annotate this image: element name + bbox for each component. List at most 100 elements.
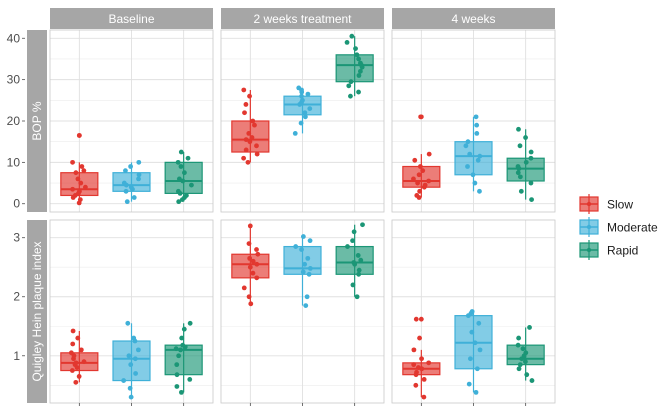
- data-point: [300, 234, 306, 239]
- data-point: [247, 255, 253, 261]
- data-point: [69, 368, 75, 373]
- data-point: [247, 93, 252, 99]
- legend-label: Slow: [607, 198, 633, 212]
- data-point: [254, 151, 260, 157]
- data-point: [292, 131, 298, 136]
- data-point: [356, 73, 362, 78]
- outlier-point: [418, 316, 424, 322]
- data-point: [411, 176, 416, 182]
- data-point: [176, 176, 182, 182]
- data-point: [179, 335, 185, 341]
- legend-label: Moderate: [607, 221, 658, 235]
- data-point: [132, 356, 138, 362]
- data-point: [523, 159, 529, 165]
- data-point: [246, 131, 252, 136]
- data-point: [415, 365, 421, 370]
- data-point: [346, 83, 352, 89]
- y-axis-label: Quigley Hein plaque index: [30, 241, 44, 381]
- facet-strip: [50, 8, 213, 29]
- data-point: [358, 257, 364, 263]
- data-point: [529, 197, 534, 202]
- data-point: [174, 362, 180, 368]
- data-point: [415, 180, 421, 186]
- data-point: [469, 329, 475, 335]
- legend-item: Slow: [579, 194, 633, 214]
- data-point: [357, 68, 363, 74]
- data-point: [174, 372, 180, 378]
- data-point: [136, 176, 141, 182]
- row-strip: [27, 220, 47, 403]
- data-point: [473, 389, 479, 395]
- data-point: [75, 335, 81, 341]
- data-point: [248, 301, 254, 307]
- panel: [49, 29, 214, 213]
- data-point: [182, 170, 187, 176]
- data-point: [413, 316, 419, 322]
- data-point: [303, 303, 309, 308]
- legend: Slow Moderate Rapid: [579, 194, 658, 260]
- data-point: [351, 260, 357, 265]
- data-point: [477, 347, 483, 353]
- data-point: [175, 188, 181, 194]
- data-point: [516, 335, 522, 341]
- data-point: [515, 342, 521, 348]
- data-point: [299, 247, 304, 252]
- data-point: [123, 168, 128, 174]
- legend-label: Rapid: [607, 244, 638, 258]
- data-point: [523, 359, 528, 365]
- data-point: [178, 164, 184, 169]
- data-point: [135, 347, 141, 353]
- panel-border: [391, 29, 556, 213]
- data-point: [470, 172, 476, 178]
- data-point: [81, 359, 87, 365]
- data-point: [356, 56, 362, 62]
- data-point: [241, 155, 247, 161]
- y-tick-label: 40: [7, 31, 21, 45]
- data-point: [128, 184, 134, 190]
- data-point: [243, 102, 249, 107]
- data-point: [250, 270, 256, 276]
- y-tick-label: 3: [13, 231, 20, 245]
- data-point: [73, 360, 79, 366]
- data-point: [474, 131, 480, 136]
- data-point: [348, 79, 354, 85]
- data-point: [349, 33, 355, 39]
- data-point: [187, 320, 193, 326]
- data-point: [515, 170, 521, 176]
- panel: [220, 219, 385, 404]
- data-point: [472, 340, 478, 346]
- data-point: [467, 151, 473, 157]
- data-point: [247, 264, 253, 270]
- data-point: [421, 376, 427, 382]
- data-point: [422, 182, 428, 188]
- data-point: [527, 325, 532, 330]
- data-point: [68, 350, 74, 356]
- data-point: [354, 52, 360, 58]
- data-point: [76, 133, 82, 138]
- data-point: [70, 328, 76, 334]
- data-point: [304, 294, 310, 300]
- data-point: [77, 197, 83, 202]
- legend-dot: [586, 201, 592, 207]
- data-point: [477, 153, 483, 159]
- facet-strip-label: Baseline: [108, 12, 154, 26]
- data-point: [70, 341, 76, 347]
- data-point: [78, 180, 84, 186]
- data-point: [78, 347, 84, 353]
- data-point: [300, 97, 305, 103]
- data-point: [187, 376, 193, 382]
- data-point: [417, 188, 423, 194]
- data-point: [476, 320, 482, 326]
- y-tick-label: 2: [13, 290, 20, 304]
- data-point: [345, 244, 350, 249]
- data-point: [467, 356, 473, 362]
- data-point: [302, 114, 308, 120]
- data-point: [516, 126, 521, 132]
- data-point: [351, 229, 357, 235]
- data-point: [73, 170, 79, 176]
- data-point: [249, 135, 255, 140]
- data-point: [181, 326, 187, 332]
- row-strip: [27, 30, 47, 212]
- box: [164, 161, 203, 194]
